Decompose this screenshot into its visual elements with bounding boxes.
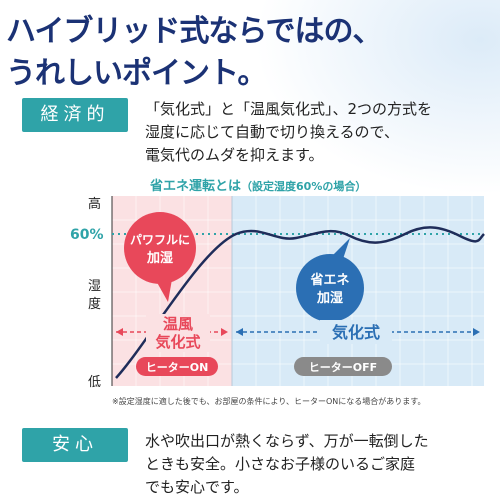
economic-line-2: 湿度に応じて自動で切り換えるので、: [145, 123, 399, 141]
y-axis-low-label: 低: [88, 375, 101, 390]
y-axis-60-label: 60%: [70, 227, 104, 243]
chart-title: 省エネ運転とは（設定湿度60%の場合）: [150, 175, 366, 194]
safety-line-2: ときも安全。小さなお子様のいるご家庭: [145, 455, 416, 473]
power-bubble: [124, 212, 196, 284]
economic-line-3: 電気代のムダを抑えます。: [145, 146, 324, 164]
headline-line-1: ハイブリッド式ならではの、: [6, 14, 382, 49]
power-bubble-line-1: パワフルに: [130, 233, 190, 247]
y-axis-high-label: 高: [88, 196, 101, 212]
eco-bubble: [296, 254, 364, 322]
vaporize-mode-label: 気化式: [332, 323, 380, 342]
power-bubble-line-2: 加湿: [146, 251, 173, 266]
humidity-curve: [115, 226, 485, 379]
safety-description: 水や吹出口が熱くならず、万が一転倒した ときも安全。小さなお子様のいるご家庭 で…: [145, 430, 495, 499]
heater-on-label: ヒーターON: [146, 361, 209, 374]
eco-bubble-line-1: 省エネ: [309, 272, 349, 288]
safety-line-3: でも安心です。: [145, 478, 249, 496]
warm-mode-label-1: 温風: [163, 315, 193, 333]
economic-line-1: 「気化式」と「温風気化式」、2つの方式を: [145, 100, 433, 118]
humidity-chart: 高 60% 湿 度 低 パワフルに 加湿 省エネ 加湿 温風 気化式 気化式 ヒ…: [70, 196, 485, 390]
y-axis-label-2: 度: [88, 296, 101, 312]
footnote: ※設定湿度に適した後でも、お部屋の条件により、ヒーターONになる場合があります。: [112, 397, 426, 406]
economic-description: 「気化式」と「温風気化式」、2つの方式を 湿度に応じて自動で切り換えるので、 電…: [145, 98, 495, 167]
heater-on-badge: [136, 357, 218, 376]
vaporize-mode-label-bg: [320, 320, 392, 344]
headline-line-2: うれしいポイント。: [6, 56, 267, 91]
chart-title-main: 省エネ運転とは: [150, 179, 242, 194]
y-axis-label-1: 湿: [88, 279, 101, 294]
warm-mode-label-2: 気化式: [155, 333, 200, 351]
chart-title-sub: （設定湿度60%の場合）: [241, 180, 367, 193]
safety-tag: 安心: [22, 428, 128, 462]
safety-line-1: 水や吹出口が熱くならず、万が一転倒した: [145, 432, 429, 450]
heater-off-badge: [294, 357, 392, 376]
heater-off-label: ヒーターOFF: [309, 361, 377, 374]
warm-mode-label-bg: [146, 314, 210, 352]
economic-tag: 経済的: [22, 98, 128, 132]
eco-bubble-line-2: 加湿: [316, 291, 343, 306]
